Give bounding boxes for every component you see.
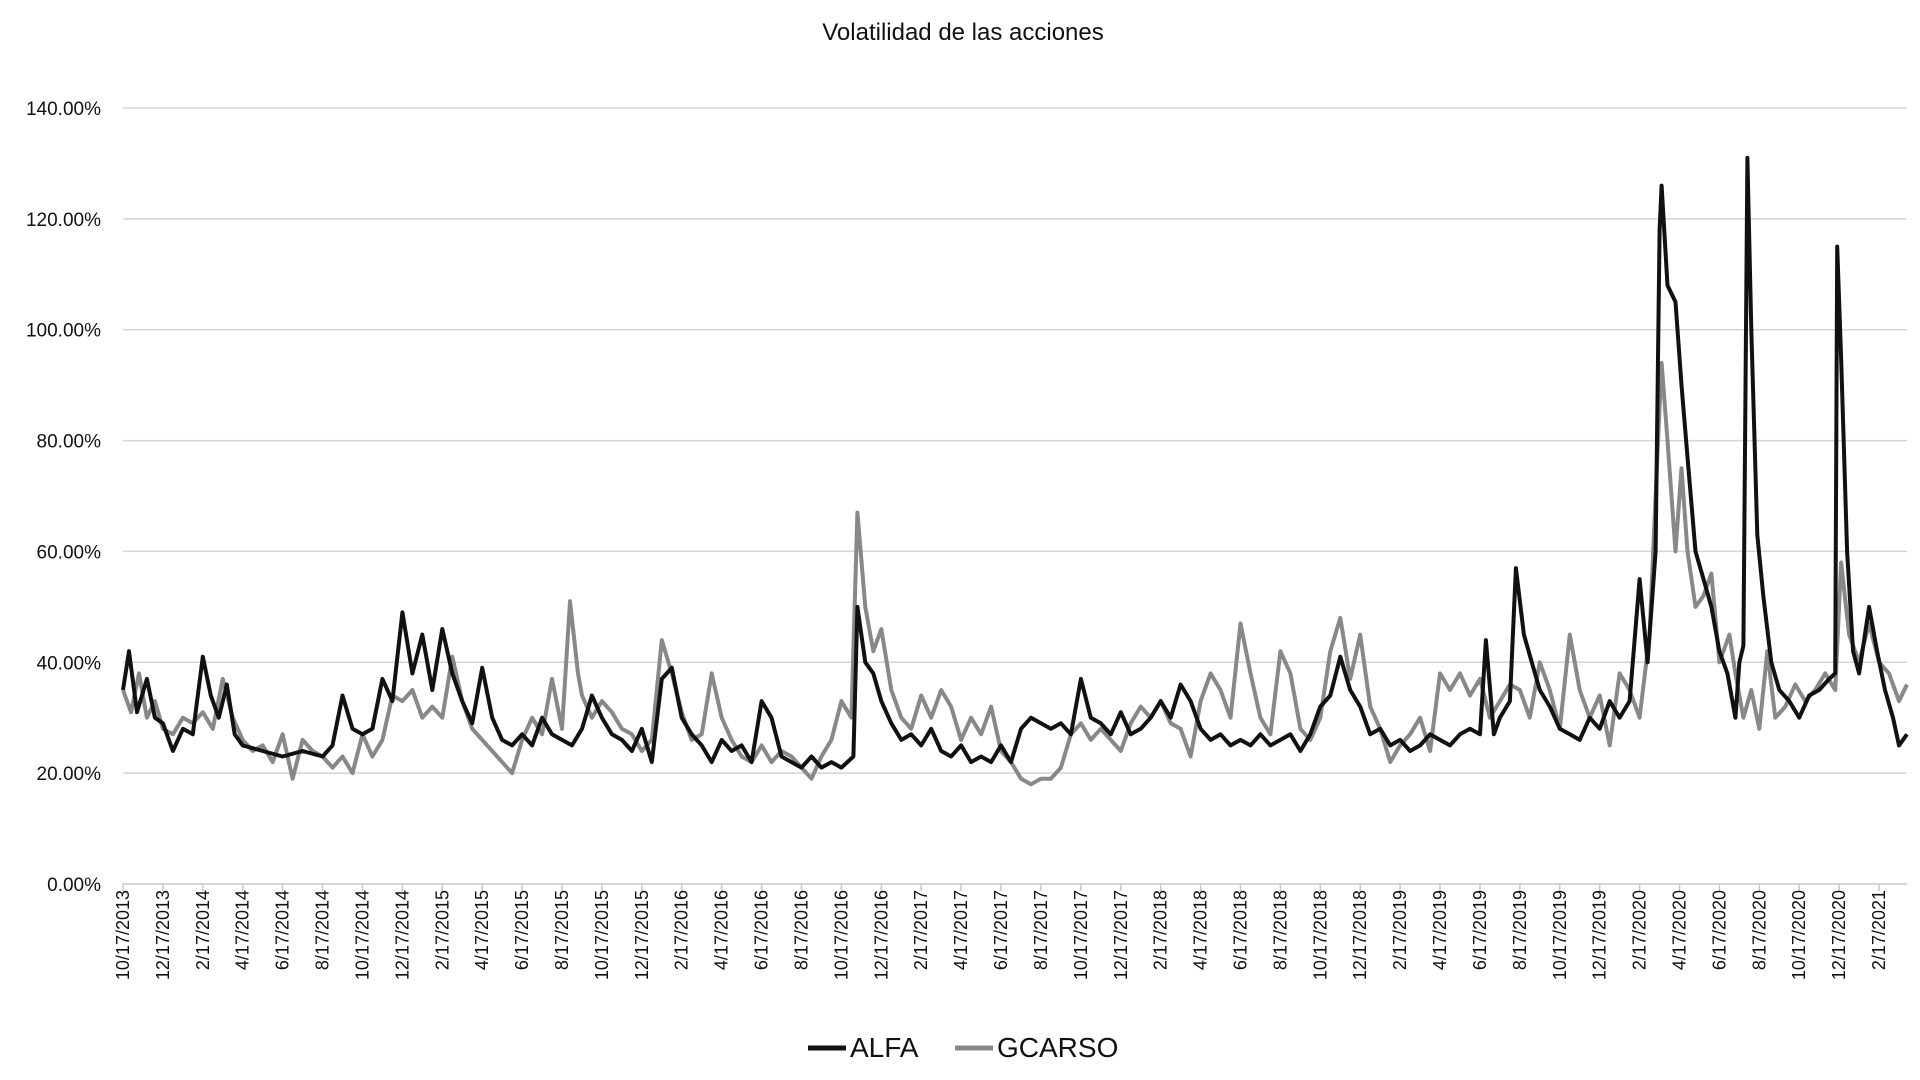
x-tick-label: 6/17/2016 — [752, 890, 772, 970]
x-tick-label: 2/17/2016 — [672, 890, 692, 970]
x-tick-label: 2/17/2021 — [1869, 890, 1889, 970]
y-tick-label: 60.00% — [37, 542, 102, 563]
x-tick-label: 4/17/2015 — [472, 890, 492, 970]
x-tick-label: 12/17/2016 — [871, 890, 891, 980]
x-tick-label: 10/17/2017 — [1071, 890, 1091, 980]
x-tick-label: 4/17/2016 — [712, 890, 732, 970]
y-tick-label: 100.00% — [26, 321, 101, 342]
x-tick-label: 8/17/2018 — [1270, 890, 1290, 970]
x-tick-label: 6/17/2018 — [1230, 890, 1250, 970]
x-tick-label: 12/17/2018 — [1350, 890, 1370, 980]
x-tick-label: 12/17/2013 — [153, 890, 173, 980]
x-tick-label: 12/17/2014 — [392, 890, 412, 980]
x-tick-label: 2/17/2018 — [1151, 890, 1171, 970]
x-tick-label: 8/17/2015 — [552, 890, 572, 970]
gridlines — [123, 107, 1907, 774]
x-tick-label: 2/17/2014 — [193, 890, 213, 970]
x-tick-label: 10/17/2020 — [1789, 890, 1809, 980]
y-tick-label: 0.00% — [47, 875, 101, 896]
x-tick-label: 4/17/2018 — [1191, 890, 1211, 970]
x-tick-label: 10/17/2013 — [113, 890, 133, 980]
x-tick-label: 6/17/2020 — [1709, 890, 1729, 970]
x-tick-label: 6/17/2015 — [512, 890, 532, 970]
x-tick-label: 8/17/2020 — [1749, 890, 1769, 970]
x-tick-label: 10/17/2016 — [831, 890, 851, 980]
x-tick-label: 4/17/2019 — [1430, 890, 1450, 970]
x-tick-label: 10/17/2014 — [352, 890, 372, 980]
x-tick-label: 2/17/2019 — [1390, 890, 1410, 970]
x-axis: 10/17/2013 12/17/2013 2/17/2014 4/17/2014 6/… — [113, 883, 1907, 980]
y-axis: 0.00% 20.00% 40.00% 60.00% 80.00% 100.00% 120.… — [26, 99, 101, 896]
x-tick-label: 4/17/2017 — [951, 890, 971, 970]
x-tick-label: 2/17/2017 — [911, 890, 931, 970]
series-line-alfa — [121, 155, 1909, 770]
x-tick-label: 4/17/2020 — [1670, 890, 1690, 970]
x-tick-label: 12/17/2020 — [1829, 890, 1849, 980]
x-tick-label: 10/17/2015 — [592, 890, 612, 980]
y-tick-label: 120.00% — [26, 210, 101, 231]
y-tick-label: 40.00% — [37, 653, 102, 674]
y-tick-label: 20.00% — [37, 764, 102, 785]
x-tick-label: 8/17/2016 — [791, 890, 811, 970]
legend-label-alfa: ALFA — [850, 1032, 919, 1063]
series-lines — [121, 155, 1909, 787]
x-tick-label: 6/17/2017 — [991, 890, 1011, 970]
x-tick-label: 12/17/2015 — [632, 890, 652, 980]
y-tick-label: 80.00% — [37, 432, 102, 453]
x-tick-label: 10/17/2018 — [1310, 890, 1330, 980]
x-tick-label: 8/17/2014 — [313, 890, 333, 970]
x-tick-label: 6/17/2019 — [1470, 890, 1490, 970]
x-tick-label: 10/17/2019 — [1550, 890, 1570, 980]
x-tick-label: 12/17/2019 — [1590, 890, 1610, 980]
x-tick-label: 8/17/2017 — [1031, 890, 1051, 970]
legend-label-gcarso: GCARSO — [997, 1032, 1118, 1063]
x-tick-label: 6/17/2014 — [273, 890, 293, 970]
x-tick-label: 2/17/2020 — [1630, 890, 1650, 970]
x-tick-label: 8/17/2019 — [1510, 890, 1530, 970]
x-tick-label: 4/17/2014 — [233, 890, 253, 970]
chart-title: Volatilidad de las acciones — [822, 19, 1104, 46]
x-tick-label: 2/17/2015 — [432, 890, 452, 970]
legend: ALFA GCARSO — [808, 1032, 1118, 1063]
x-tick-label: 12/17/2017 — [1111, 890, 1131, 980]
y-tick-label: 140.00% — [26, 99, 101, 120]
series-line-gcarso — [121, 361, 1909, 787]
